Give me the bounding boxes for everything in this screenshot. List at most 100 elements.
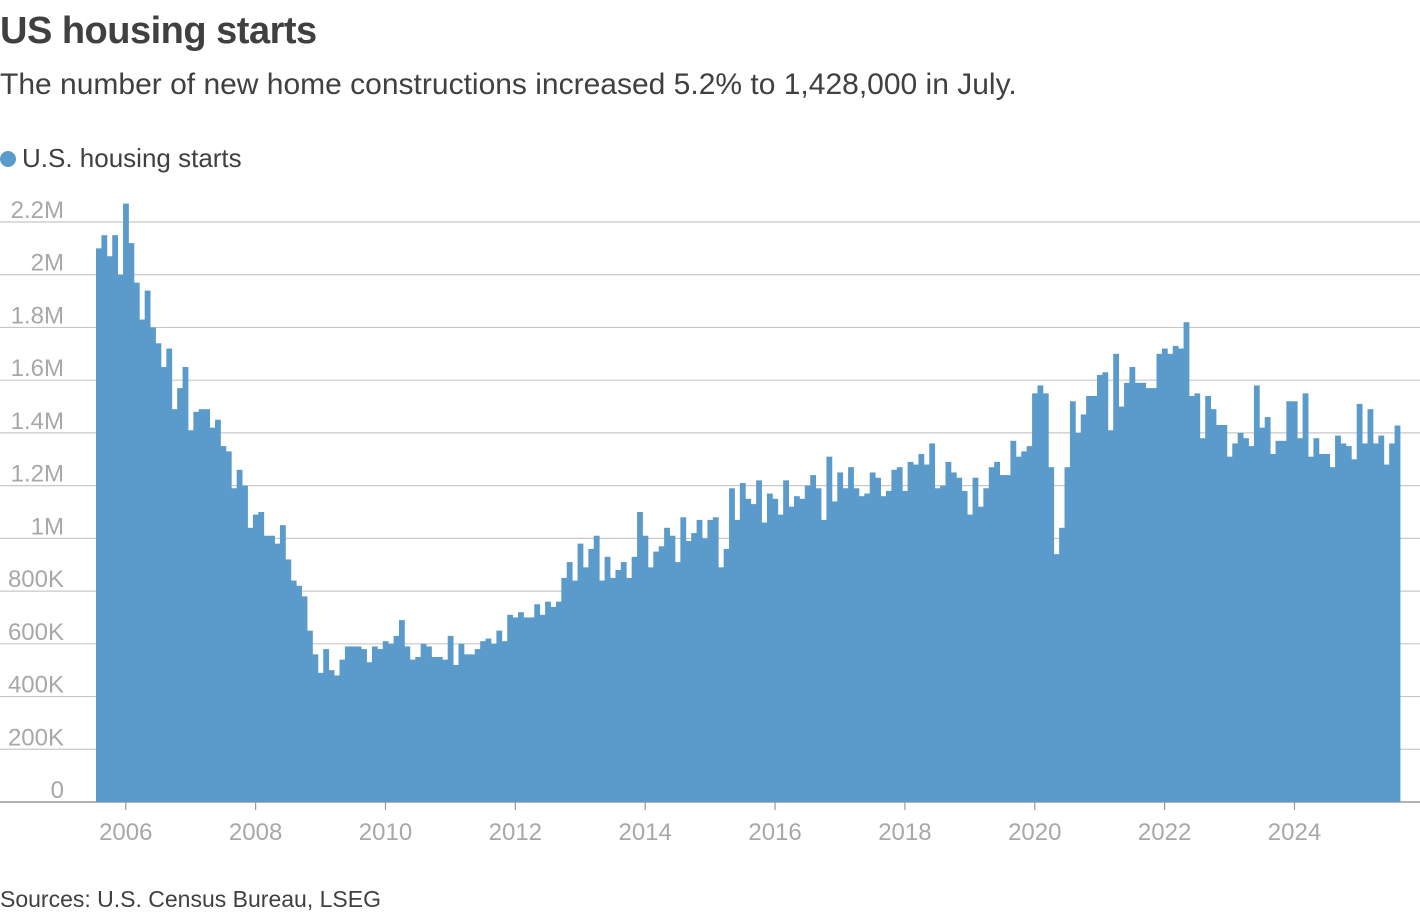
y-tick-label: 0 [51, 777, 64, 804]
bar [615, 570, 622, 802]
bar [1226, 456, 1233, 802]
bar [1059, 527, 1065, 802]
bar [561, 577, 568, 802]
bar [653, 551, 660, 802]
bar [426, 646, 432, 802]
bar [518, 612, 524, 802]
bar [1167, 353, 1174, 802]
bar [599, 580, 606, 802]
bar [507, 614, 514, 802]
y-tick-label: 1.2M [11, 461, 64, 488]
bar [274, 543, 281, 802]
bar [972, 477, 979, 802]
bar [128, 243, 135, 803]
x-tick-label: 2024 [1268, 819, 1321, 846]
bar [1091, 396, 1098, 802]
bar [783, 480, 789, 802]
bar [1151, 388, 1157, 802]
bar [204, 409, 211, 802]
bar-series [96, 203, 1401, 803]
bar [988, 467, 995, 802]
bar [150, 327, 156, 802]
bar [1172, 345, 1179, 802]
bar [1221, 425, 1228, 802]
bar [1270, 454, 1276, 802]
bar [891, 469, 898, 802]
housing-starts-chart: 0 200K 400K 600K 800K 1M 1.2M 1.4M 1.6M 1.8M 2M 2.2… [0, 197, 1420, 846]
bar [880, 496, 887, 802]
bar [523, 617, 530, 802]
bar [848, 467, 854, 802]
bar [474, 649, 481, 802]
bar [1324, 454, 1331, 802]
bar [436, 657, 443, 802]
bar [106, 256, 113, 802]
bar [610, 577, 616, 802]
bar [1124, 382, 1130, 802]
x-tick-label: 2010 [359, 819, 412, 846]
bar [377, 649, 384, 802]
bar [187, 430, 194, 802]
bar [117, 274, 124, 803]
bar [1248, 446, 1255, 802]
bar [177, 388, 183, 802]
bar [1118, 406, 1125, 802]
bar [620, 562, 627, 802]
bar [1318, 454, 1325, 802]
bar [496, 630, 503, 802]
bar [252, 514, 259, 802]
bar [1345, 446, 1352, 802]
bar [1394, 425, 1401, 802]
bar [772, 498, 779, 802]
bar [864, 493, 871, 802]
bar [869, 472, 876, 802]
y-tick-label: 1.6M [11, 355, 64, 382]
bar [669, 535, 676, 802]
bar [307, 630, 313, 802]
y-tick-label: 1M [31, 513, 64, 540]
bar [1010, 440, 1017, 802]
bar [469, 654, 476, 802]
bar [399, 620, 405, 802]
bar [977, 506, 984, 802]
bar [750, 504, 757, 802]
bar [1232, 443, 1239, 802]
bar [756, 480, 762, 802]
bar [393, 635, 400, 802]
x-tick-label: 2014 [618, 819, 671, 846]
bar [1367, 409, 1374, 802]
y-tick-label: 2.2M [11, 197, 64, 224]
bar [1086, 396, 1092, 802]
bar [1129, 367, 1136, 802]
bar [133, 282, 140, 802]
bar [918, 454, 925, 802]
bar [545, 601, 551, 802]
bar [144, 290, 151, 802]
bar [269, 535, 275, 802]
bar [793, 496, 800, 802]
bar [528, 617, 535, 802]
bar [155, 343, 162, 802]
bar [301, 596, 308, 802]
bar [804, 485, 811, 802]
bar [658, 546, 665, 802]
bar [1183, 322, 1190, 802]
bar [1378, 435, 1385, 802]
bar [1210, 409, 1217, 802]
bar [431, 657, 438, 802]
bar [1080, 414, 1087, 802]
bar [707, 519, 714, 802]
bar [480, 641, 486, 802]
bar [1264, 417, 1271, 802]
bar [285, 559, 292, 802]
bar [420, 643, 427, 802]
bar [821, 519, 827, 802]
bar [182, 367, 189, 802]
bar [929, 443, 936, 802]
bar [512, 617, 519, 802]
y-tick-label: 400K [8, 672, 64, 699]
bar [956, 477, 963, 802]
bar [1297, 438, 1304, 802]
bar [317, 672, 324, 802]
bar [166, 348, 173, 802]
